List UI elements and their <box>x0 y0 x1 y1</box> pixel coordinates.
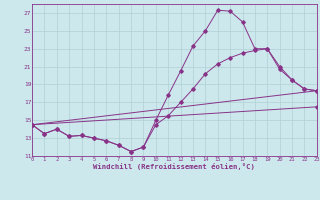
X-axis label: Windchill (Refroidissement éolien,°C): Windchill (Refroidissement éolien,°C) <box>93 163 255 170</box>
